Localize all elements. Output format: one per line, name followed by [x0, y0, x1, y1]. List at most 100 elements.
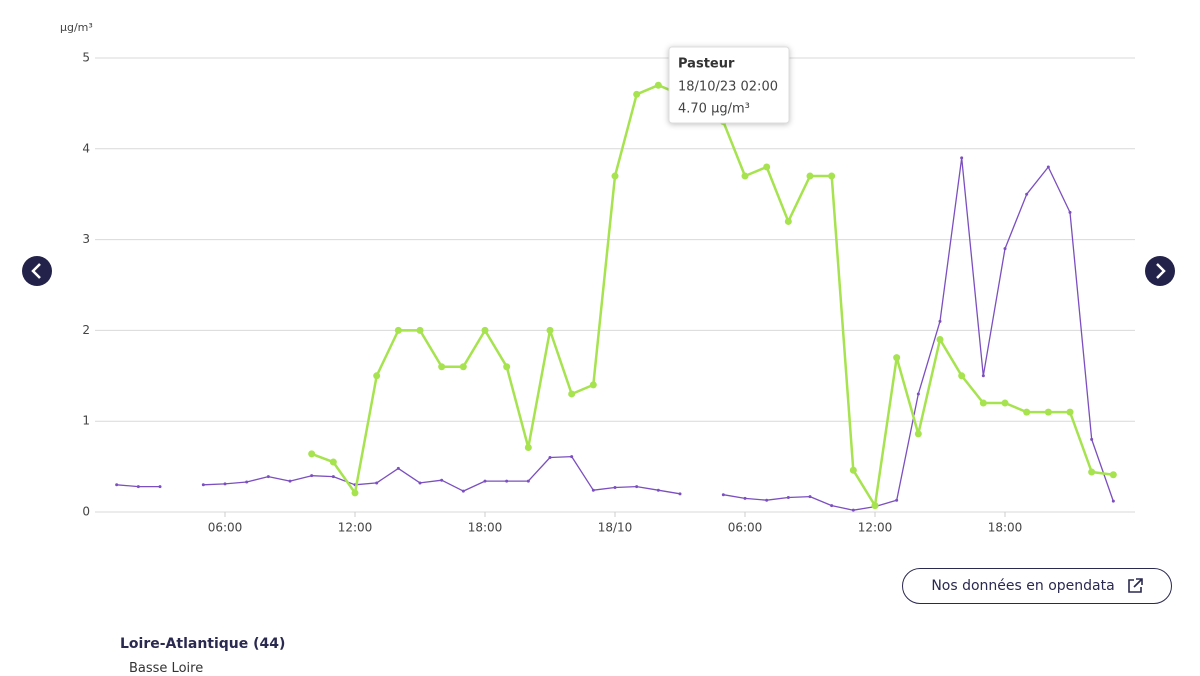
- tooltip-date: 18/10/23 02:00: [678, 80, 778, 95]
- data-point: [743, 496, 747, 500]
- department: Loire-Atlantique (44): [120, 636, 286, 652]
- y-tick-label: 5: [82, 51, 90, 65]
- data-point: [981, 374, 985, 378]
- data-point: [830, 504, 834, 508]
- y-unit: µg/m³: [60, 21, 93, 34]
- data-point: [1088, 468, 1096, 476]
- data-point: [396, 466, 400, 470]
- data-point: [245, 480, 249, 484]
- data-point: [741, 172, 749, 180]
- y-tick-label: 3: [82, 232, 90, 246]
- tooltip: Pasteur 18/10/23 02:00 4.70 µg/m³: [668, 46, 790, 124]
- data-point: [459, 363, 467, 371]
- data-point: [1068, 210, 1072, 214]
- data-point: [871, 502, 879, 510]
- data-point: [828, 172, 836, 180]
- data-point: [115, 483, 119, 487]
- data-point: [568, 390, 576, 398]
- data-point: [960, 156, 964, 160]
- y-tick-label: 0: [82, 505, 90, 519]
- data-point: [1090, 437, 1094, 441]
- data-point: [763, 163, 771, 171]
- data-point: [851, 508, 855, 512]
- chart: µg/m³ 0 1 2 3 4 5 06:00 12:00 18:00 18/10 06:00 12:…: [22, 21, 1175, 535]
- tooltip-series: Pasteur: [678, 57, 735, 72]
- data-point: [979, 399, 987, 407]
- data-point: [678, 492, 682, 496]
- data-point: [635, 485, 639, 489]
- data-point: [786, 495, 790, 499]
- data-point: [331, 475, 335, 479]
- data-point: [288, 479, 292, 483]
- data-point: [1111, 499, 1115, 503]
- data-point: [505, 479, 509, 483]
- prev-icon: [31, 263, 41, 279]
- data-point: [895, 498, 899, 502]
- data-point: [784, 217, 792, 225]
- series-line: [311, 83, 1114, 507]
- x-tick-label: 06:00: [728, 521, 763, 535]
- data-point: [503, 363, 511, 371]
- x-tick-label: 12:00: [338, 521, 373, 535]
- data-point: [351, 489, 359, 497]
- data-point: [548, 456, 552, 460]
- data-point: [591, 488, 595, 492]
- prev-button[interactable]: [22, 256, 52, 286]
- next-icon: [1156, 263, 1166, 279]
- data-point: [223, 482, 227, 486]
- data-point: [375, 481, 379, 485]
- zone: Basse Loire: [129, 661, 204, 676]
- data-point: [1023, 408, 1031, 416]
- data-point: [418, 481, 422, 485]
- data-point: [526, 479, 530, 483]
- data-point: [611, 172, 619, 180]
- external-icon: [1127, 578, 1143, 593]
- data-point: [136, 485, 140, 489]
- data-point: [806, 172, 814, 180]
- data-point: [589, 381, 597, 389]
- data-point: [201, 483, 205, 487]
- data-point: [958, 372, 966, 380]
- tooltip-value: 4.70 µg/m³: [678, 102, 750, 117]
- data-point: [633, 90, 641, 98]
- x-tick-label: 18:00: [988, 521, 1023, 535]
- data-point: [1066, 408, 1074, 416]
- x-tick-label: 12:00: [858, 521, 893, 535]
- y-tick-label: 2: [82, 323, 90, 337]
- data-point: [1025, 192, 1029, 196]
- y-tick-label: 1: [82, 414, 90, 428]
- data-point: [914, 430, 922, 438]
- plot: 0 1 2 3 4 5 06:00 12:00 18:00 18/10 06:00 12:00 18:0…: [82, 51, 1135, 535]
- x-tick-label: 06:00: [208, 521, 243, 535]
- data-point: [1003, 247, 1007, 251]
- opendata-button[interactable]: Nos données en opendata: [902, 568, 1172, 604]
- data-point: [1001, 399, 1009, 407]
- data-point: [483, 479, 487, 483]
- data-point: [416, 326, 424, 334]
- data-point: [158, 485, 162, 489]
- data-point: [721, 493, 725, 497]
- data-point: [440, 478, 444, 482]
- data-point: [613, 485, 617, 489]
- data-point: [654, 81, 662, 89]
- data-point: [893, 354, 901, 362]
- data-point: [461, 489, 465, 493]
- data-point: [656, 488, 660, 492]
- data-point: [1046, 165, 1050, 169]
- data-point: [916, 392, 920, 396]
- data-point: [266, 475, 270, 479]
- next-button[interactable]: [1145, 256, 1175, 286]
- data-point: [438, 363, 446, 371]
- data-point: [481, 326, 489, 334]
- data-point: [1044, 408, 1052, 416]
- data-point: [765, 498, 769, 502]
- data-point: [394, 326, 402, 334]
- data-point: [308, 450, 316, 458]
- data-point: [938, 319, 942, 323]
- series-line: [116, 157, 1114, 511]
- data-point: [524, 444, 532, 452]
- x-tick-label: 18/10: [598, 521, 633, 535]
- data-point: [329, 458, 337, 466]
- data-point: [936, 335, 944, 343]
